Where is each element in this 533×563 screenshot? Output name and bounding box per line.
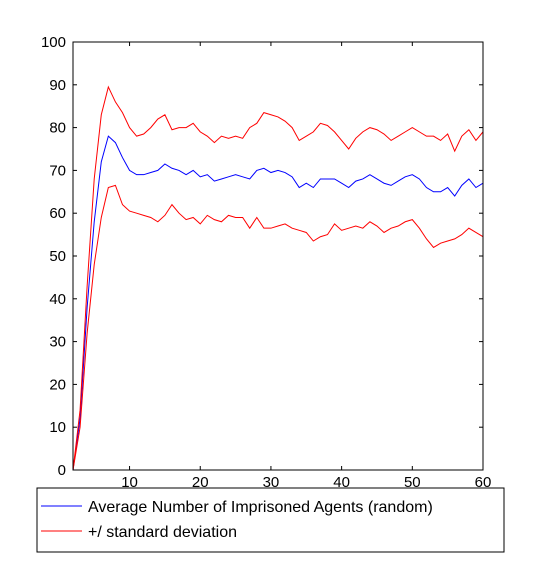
x-tick-label: 10 xyxy=(121,474,138,491)
legend: Average Number of Imprisoned Agents (ran… xyxy=(36,487,505,553)
x-tick-label: 50 xyxy=(404,474,421,491)
series-std-upper-line xyxy=(72,85,484,471)
y-tick-label: 30 xyxy=(49,334,66,351)
y-tick-label: 100 xyxy=(41,34,66,51)
y-tick-label: 40 xyxy=(49,291,66,308)
y-tick-label: 80 xyxy=(49,120,66,137)
axis-ticks: 10 20 30 40 50 60 0 10 20 30 40 50 60 70 80 90 100 xyxy=(41,34,491,491)
y-tick-label: 20 xyxy=(49,376,66,393)
y-tick-label: 0 xyxy=(58,462,66,479)
y-tick-label: 10 xyxy=(49,419,66,436)
y-tick-label: 70 xyxy=(49,162,66,179)
y-tick-label: 90 xyxy=(49,77,66,94)
x-tick-label: 60 xyxy=(475,474,492,491)
series-std-lower-line xyxy=(72,184,484,471)
y-tick-label: 50 xyxy=(49,248,66,265)
legend-label-std: +/ standard deviation xyxy=(88,524,237,541)
series-average-line xyxy=(72,135,484,471)
x-tick-label: 30 xyxy=(263,474,280,491)
x-tick-label: 40 xyxy=(333,474,350,491)
y-tick-label: 60 xyxy=(49,205,66,222)
legend-label-average: Average Number of Imprisoned Agents (ran… xyxy=(88,499,433,516)
plot-lines xyxy=(72,85,484,471)
plot-frame xyxy=(72,41,484,471)
x-tick-label: 20 xyxy=(192,474,209,491)
legend-box xyxy=(36,487,505,553)
